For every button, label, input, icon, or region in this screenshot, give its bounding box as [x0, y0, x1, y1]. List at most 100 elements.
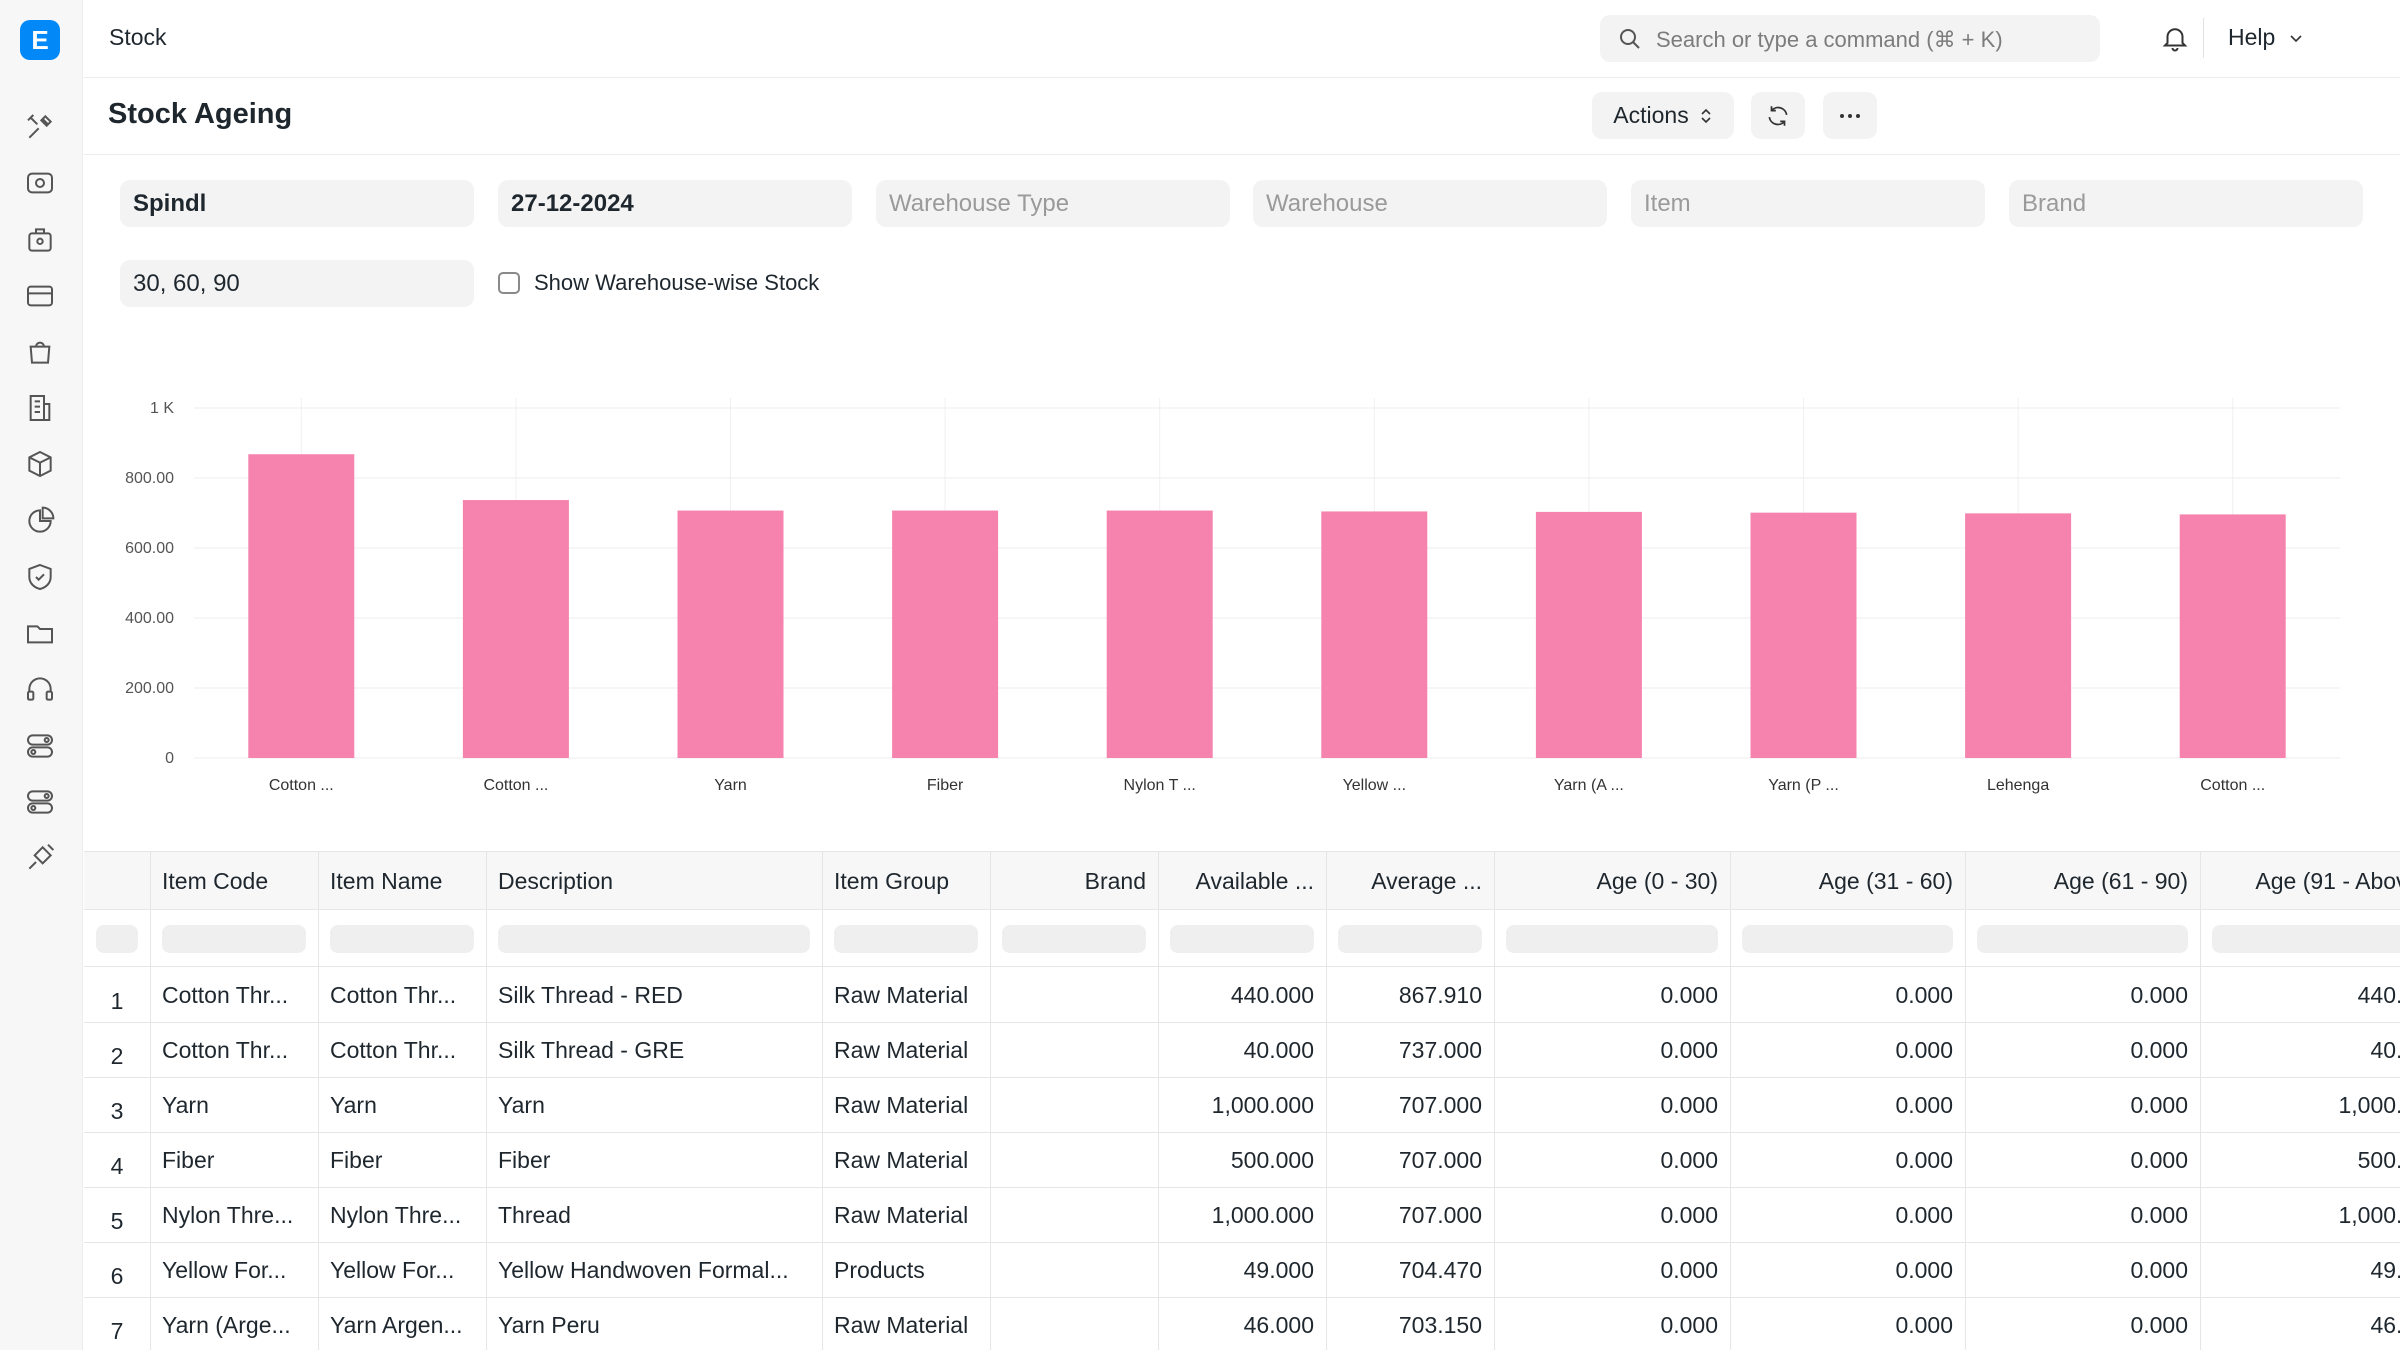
toggle-icon[interactable]	[24, 730, 56, 762]
help-menu[interactable]: Help	[2228, 24, 2276, 50]
briefcase-icon[interactable]	[24, 224, 56, 256]
bell-icon[interactable]	[2160, 22, 2190, 54]
pie-chart-icon[interactable]	[24, 505, 56, 537]
shield-icon[interactable]	[24, 561, 56, 593]
cell-available-qty: 440.000	[1230, 982, 1314, 1008]
table-row[interactable]: 4 Fiber Fiber Fiber Raw Material 500.000 707.0…	[84, 1133, 2400, 1188]
cell-average-age: 867.910	[1398, 982, 1482, 1008]
cell-age-0-30: 0.000	[1660, 1092, 1718, 1118]
brand-filter[interactable]: Brand	[2009, 180, 2363, 227]
bar[interactable]	[1535, 511, 1642, 758]
cell-item-code: Yarn	[162, 1092, 209, 1118]
column-header-age-91-above[interactable]: Age (91 - Above)	[2255, 868, 2400, 894]
table-row[interactable]: 2 Cotton Thr... Cotton Thr... Silk Thread -…	[84, 1023, 2400, 1078]
more-icon	[1840, 113, 1860, 118]
bar[interactable]	[462, 500, 569, 758]
column-filter-available-qty[interactable]	[1170, 925, 1314, 953]
column-header-description[interactable]: Description	[498, 868, 614, 894]
cell-age-91-above: 49.00	[2370, 1257, 2400, 1283]
building-icon[interactable]	[24, 392, 56, 424]
eye-icon[interactable]	[24, 167, 56, 199]
bar[interactable]	[677, 510, 784, 758]
column-filter-age-0-30[interactable]	[1506, 925, 1718, 953]
cell-row-number: 6	[110, 1263, 124, 1289]
column-header-brand[interactable]: Brand	[1084, 868, 1146, 894]
column-filter-description[interactable]	[498, 925, 810, 953]
column-header-age-31-60[interactable]: Age (31 - 60)	[1818, 868, 1953, 894]
cell-description: Thread	[498, 1202, 571, 1228]
table-row[interactable]: 5 Nylon Thre... Nylon Thre... Thread Raw Mat…	[84, 1188, 2400, 1243]
cell-description: Fiber	[498, 1147, 551, 1173]
column-header-item-code[interactable]: Item Code	[162, 868, 269, 894]
chevron-down-icon[interactable]	[2288, 30, 2304, 46]
warehouse-type-filter[interactable]: Warehouse Type	[876, 180, 1230, 227]
bar[interactable]	[1106, 510, 1213, 758]
search-placeholder: Search or type a command (⌘ + K)	[1656, 27, 2003, 52]
y-tick-label: 0	[165, 750, 174, 767]
column-filter-item-code[interactable]	[162, 925, 306, 953]
column-header-item-group[interactable]: Item Group	[834, 868, 950, 894]
cell-item-code: Fiber	[162, 1147, 215, 1173]
refresh-button[interactable]	[1751, 92, 1805, 139]
table-row[interactable]: 1 Cotton Thr... Cotton Thr... Silk Thread -…	[84, 968, 2400, 1023]
cell-description: Yellow Handwoven Formal...	[498, 1257, 789, 1283]
table-row[interactable]: 7 Yarn (Arge... Yarn Argen... Yarn Peru Raw …	[84, 1298, 2400, 1350]
integration-icon[interactable]	[24, 842, 56, 874]
warehouse-filter[interactable]: Warehouse	[1253, 180, 1607, 227]
cell-age-61-90: 0.000	[2130, 1202, 2188, 1228]
cell-item-name: Yarn	[330, 1092, 377, 1118]
shopping-bag-icon[interactable]	[24, 336, 56, 368]
column-filter-age-91-above[interactable]	[2212, 925, 2400, 953]
cell-item-name: Fiber	[330, 1147, 383, 1173]
bar[interactable]	[2179, 514, 2286, 758]
y-tick-label: 400.00	[125, 610, 174, 627]
ageing-range-filter[interactable]: 30, 60, 90	[120, 260, 474, 307]
bar[interactable]	[1321, 511, 1428, 758]
bar[interactable]	[1965, 513, 2072, 758]
page-header: Stock Ageing Actions	[84, 79, 2400, 155]
tools-icon[interactable]	[24, 111, 56, 143]
more-button[interactable]	[1823, 92, 1877, 139]
cell-item-code: Cotton Thr...	[162, 982, 289, 1008]
date-filter[interactable]: 27-12-2024	[498, 180, 852, 227]
cell-average-age: 703.150	[1398, 1312, 1482, 1338]
cell-age-91-above: 500.00	[2357, 1147, 2400, 1173]
column-divider	[1730, 851, 1731, 1350]
breadcrumb[interactable]: Stock	[109, 24, 167, 50]
column-filter-item-name[interactable]	[330, 925, 474, 953]
y-tick-label: 1 K	[150, 400, 174, 417]
item-filter[interactable]: Item	[1631, 180, 1985, 227]
credit-card-icon[interactable]	[24, 280, 56, 312]
column-filter-average-age[interactable]	[1338, 925, 1482, 953]
bar[interactable]	[248, 454, 355, 758]
cell-age-31-60: 0.000	[1895, 1202, 1953, 1228]
actions-button[interactable]: Actions	[1592, 92, 1734, 139]
search-bar[interactable]: Search or type a command (⌘ + K)	[1600, 15, 2100, 62]
column-filter-item-group[interactable]	[834, 925, 978, 953]
toggle-icon[interactable]	[24, 786, 56, 818]
cell-item-group: Raw Material	[834, 1147, 969, 1173]
company-filter[interactable]: Spindl	[120, 180, 474, 227]
table-row[interactable]: 3 Yarn Yarn Yarn Raw Material 1,000.000 707.00…	[84, 1078, 2400, 1133]
bar[interactable]	[892, 510, 999, 758]
folder-icon[interactable]	[24, 617, 56, 649]
column-filter-age-31-60[interactable]	[1742, 925, 1953, 953]
column-divider	[1326, 851, 1327, 1350]
show-warehouse-wise-checkbox[interactable]	[498, 272, 520, 294]
headset-icon[interactable]	[24, 673, 56, 705]
sidebar: E	[0, 0, 83, 1350]
cell-available-qty: 40.000	[1243, 1037, 1314, 1063]
box-icon[interactable]	[24, 448, 56, 480]
column-header-age-0-30[interactable]: Age (0 - 30)	[1596, 868, 1718, 894]
table-row[interactable]: 6 Yellow For... Yellow For... Yellow Handwo…	[84, 1243, 2400, 1298]
column-header-age-61-90[interactable]: Age (61 - 90)	[2053, 868, 2188, 894]
bar[interactable]	[1750, 512, 1857, 758]
app-logo[interactable]: E	[20, 20, 60, 60]
column-header-average-age[interactable]: Average ...	[1371, 868, 1482, 894]
column-filter-brand[interactable]	[1002, 925, 1146, 953]
column-header-available-qty[interactable]: Available ...	[1195, 868, 1314, 894]
column-filter-row-number[interactable]	[96, 925, 138, 953]
cell-description: Yarn	[498, 1092, 545, 1118]
column-header-item-name[interactable]: Item Name	[330, 868, 443, 894]
column-filter-age-61-90[interactable]	[1977, 925, 2188, 953]
